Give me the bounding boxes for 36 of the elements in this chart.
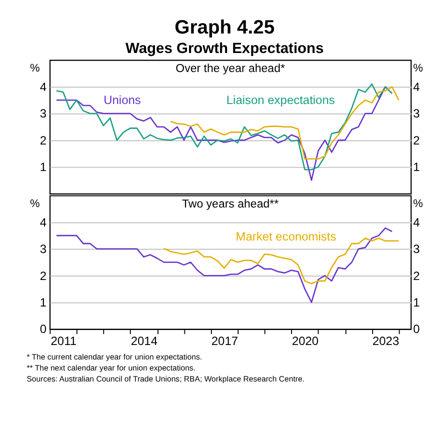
chart-title: Graph 4.25 [174, 16, 275, 39]
y-axis-title: % [30, 62, 40, 75]
y-tick-label: 0 [40, 322, 47, 336]
y-tick-label: 4 [40, 215, 47, 230]
y-axis-title: % [30, 198, 40, 210]
x-tick-label: 2011 [50, 334, 77, 348]
series-label: Unions [104, 92, 141, 107]
y-tick-label: 1 [40, 160, 47, 174]
y-tick-label: 3 [40, 106, 47, 121]
y-tick-label: 2 [40, 268, 47, 283]
y2-tick-label: 4 [413, 80, 420, 94]
annotation: Two years ahead** [182, 198, 280, 210]
y2-tick-label: 3 [413, 106, 420, 121]
y-tick-label: 3 [40, 242, 47, 256]
y2-axis-title: % [413, 198, 424, 210]
y2-tick-label: 1 [413, 295, 420, 310]
chart-subtitle: Wages Growth Expectations [126, 41, 324, 58]
y-tick-label: 4 [40, 80, 47, 94]
y2-axis-title: % [413, 62, 424, 75]
line-series [56, 227, 393, 303]
y-tick-label: 1 [40, 295, 47, 310]
y2-tick-label: 2 [413, 268, 420, 283]
x-tick-label: 2020 [292, 334, 319, 348]
y-tick-label: 2 [40, 133, 47, 148]
line-series [170, 86, 400, 160]
series-label: Liaison expectations [226, 92, 335, 107]
y2-tick-label: 4 [413, 215, 420, 230]
y2-tick-label: 2 [413, 133, 420, 148]
x-tick-label: 2014 [130, 334, 158, 348]
y2-tick-label: 3 [413, 242, 420, 256]
x-tick-label: 2023 [372, 334, 400, 348]
y2-tick-label: 1 [413, 160, 420, 174]
annotation: Over the year ahead* [176, 63, 286, 76]
y2-tick-label: 0 [413, 322, 420, 336]
x-tick-label: 2017 [211, 334, 238, 348]
series-label: Market economists [236, 230, 336, 244]
